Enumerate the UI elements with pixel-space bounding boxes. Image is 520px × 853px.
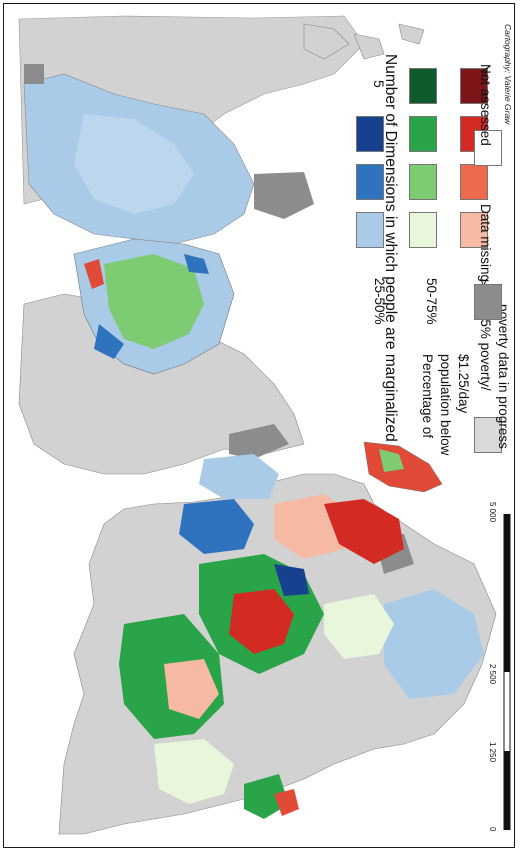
missing-data-b [229, 424, 289, 459]
choropleth-map [18, 15, 497, 835]
madagascar-green [379, 449, 404, 472]
swatch-low-poverty [474, 417, 502, 453]
swatch-75-dim5 [460, 68, 488, 104]
swatch-25-50-dim12 [356, 212, 384, 248]
central-red [229, 589, 294, 654]
swatch-75-dim3 [460, 164, 488, 200]
swatch-not-assessed [474, 130, 502, 166]
south-east-light [324, 594, 394, 659]
data-missing-label: Data missing [478, 204, 493, 283]
swatch-data-missing [474, 284, 502, 320]
swatch-50-75-dim12 [409, 212, 437, 248]
scale-bar [503, 514, 511, 830]
scale-tick-1250: 1 250 [488, 742, 497, 763]
islands [303, 23, 425, 60]
cartography-credit: Cartography: Valerie Graw [503, 24, 513, 125]
swatch-50-75-dim3 [409, 164, 437, 200]
percentage-label-line3: $1.25/day [456, 354, 471, 414]
dim-col-label: 5 [371, 80, 387, 88]
south-africa-light [384, 589, 484, 699]
swatch-75-dim12 [460, 212, 488, 248]
east-africa-red [324, 499, 404, 564]
scale-unit: km [502, 523, 511, 534]
row-label-25-50: 25-50% [372, 278, 387, 325]
scale-tick-0: 0 [488, 827, 497, 832]
peninsula-green [104, 254, 204, 349]
swatch-50-75-dim4 [409, 116, 437, 152]
land-layer [18, 15, 497, 835]
not-assessed-label: Not assessed [478, 64, 493, 146]
low-poverty-label-line2: poverty data in progress [496, 304, 511, 449]
missing-data-a [254, 172, 314, 219]
central-blue [274, 564, 309, 596]
peninsula-red [84, 259, 104, 289]
percentage-label-line2: population below [438, 354, 453, 456]
west-africa-green [244, 774, 289, 819]
swatch-25-50-dim3 [356, 164, 384, 200]
horn-blue [179, 499, 254, 554]
sahel-pink [164, 659, 219, 719]
horn-light [199, 454, 279, 499]
map-frame: Number of Dimensions in which people are… [3, 3, 515, 848]
peninsula-blue [94, 254, 209, 359]
scale-tick-5000: 5 000 [488, 502, 497, 523]
row-label-50-75: 50-75% [424, 278, 439, 325]
legend-title: Number of Dimensions in which people are… [382, 54, 399, 442]
swatch-25-50-dim4 [356, 116, 384, 152]
west-africa-mix [154, 739, 234, 804]
swatch-50-75-dim5 [409, 68, 437, 104]
percentage-label-line1: Percentage of [420, 354, 435, 439]
south-asia-bright [74, 114, 194, 214]
scale-tick-2500: 2 500 [488, 664, 497, 685]
west-africa-red [274, 789, 299, 816]
missing-data-d [24, 64, 44, 84]
